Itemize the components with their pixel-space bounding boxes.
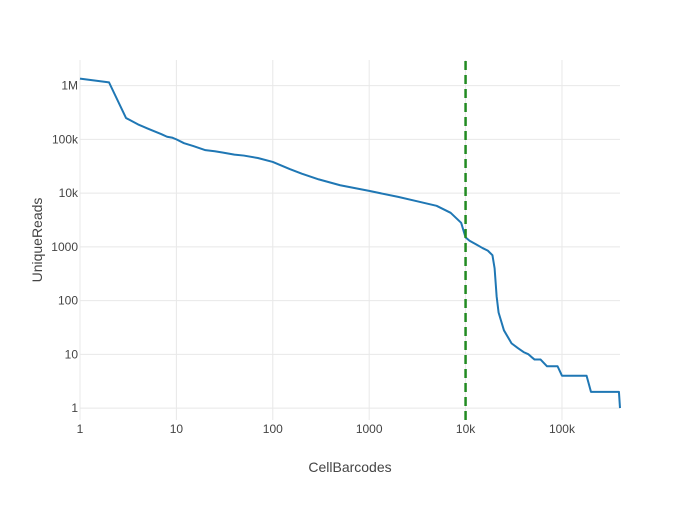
x-tick-label: 1000 [356,422,383,436]
x-tick-label: 10k [456,422,476,436]
y-tick-label: 1 [71,401,78,415]
knee-curve-line [79,77,621,409]
x-tick-label: 100 [263,422,283,436]
grid-layer [79,60,620,420]
y-axis-title: UniqueReads [29,198,45,283]
ticks-layer: 1 10 100 1000 10k 100k 1 10 100 1000 10k 100k 1M [51,79,576,436]
y-tick-label: 10 [65,347,79,361]
y-tick-label: 100k [52,132,79,146]
y-tick-label: 100 [58,294,78,308]
series-layer [79,60,621,420]
x-tick-label: 1 [77,422,84,436]
x-axis-title: CellBarcodes [308,459,391,475]
y-tick-label: 1000 [51,240,78,254]
x-tick-label: 10 [170,422,184,436]
x-tick-label: 100k [549,422,576,436]
y-tick-label: 1M [61,79,78,93]
y-tick-label: 10k [59,186,79,200]
